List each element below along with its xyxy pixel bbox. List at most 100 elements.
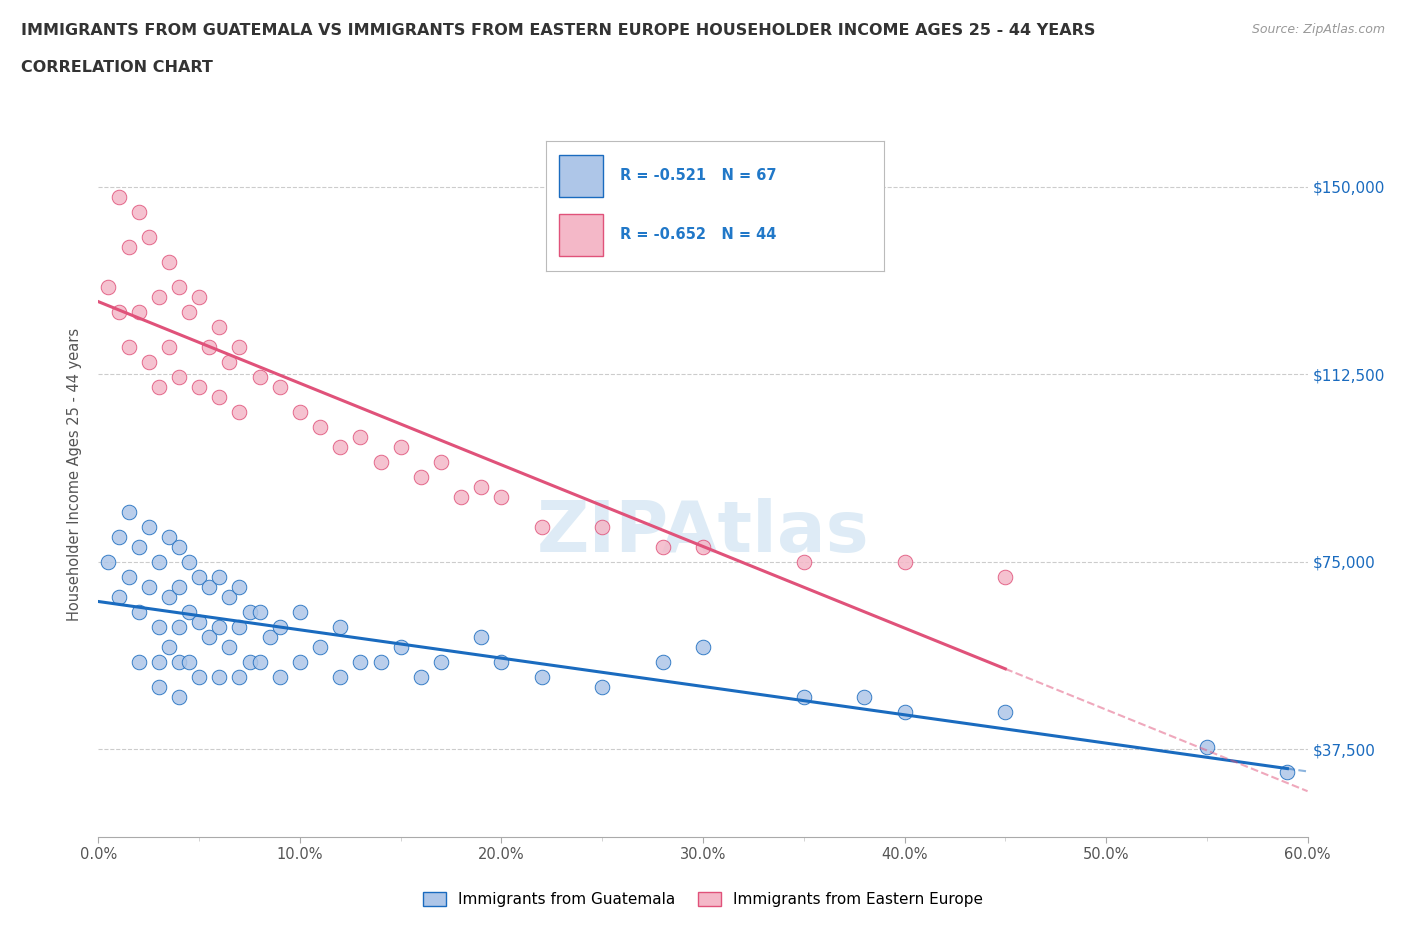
Point [157,640,180,655]
Point [430,455,453,470]
Point [994,569,1017,584]
Point [167,279,190,294]
Point [893,705,915,720]
Legend: Immigrants from Guatemala, Immigrants from Eastern Europe: Immigrants from Guatemala, Immigrants fr… [416,885,990,913]
Point [148,289,170,304]
Point [329,619,352,634]
Point [148,655,170,670]
Point [1277,764,1299,779]
Point [208,619,231,634]
Point [228,579,250,594]
Point [591,680,613,695]
Point [167,655,190,670]
Point [389,439,412,454]
Point [118,339,141,354]
Point [853,689,876,704]
Point [157,590,180,604]
Point [249,604,271,619]
Point [118,239,141,254]
Point [893,554,915,569]
Point [188,615,211,630]
Point [249,655,271,670]
Point [1195,739,1218,754]
Point [470,630,492,644]
Point [218,354,240,369]
Point [118,569,141,584]
Y-axis label: Householder Income Ages 25 - 44 years: Householder Income Ages 25 - 44 years [67,327,83,621]
Point [179,554,201,569]
Point [228,619,250,634]
Point [138,229,160,244]
Point [249,369,271,384]
Point [470,479,492,494]
Point [97,279,120,294]
Point [138,354,160,369]
Point [530,519,553,534]
Point [228,339,250,354]
Point [179,604,201,619]
Point [409,670,432,684]
Point [692,539,714,554]
Point [491,655,513,670]
Point [389,640,412,655]
Point [651,655,673,670]
Text: ZIPAtlas: ZIPAtlas [537,498,869,566]
Point [409,470,432,485]
Point [259,630,281,644]
Point [329,439,352,454]
Point [128,604,150,619]
Point [198,630,221,644]
Point [329,670,352,684]
Point [138,519,160,534]
Point [138,579,160,594]
Point [288,655,311,670]
Point [370,655,392,670]
Point [208,319,231,334]
Point [218,640,240,655]
Point [288,405,311,419]
Point [309,419,332,434]
Point [430,655,453,670]
Point [239,604,262,619]
Point [651,539,673,554]
Point [208,569,231,584]
Point [309,640,332,655]
Point [97,554,120,569]
Point [128,205,150,219]
Point [692,640,714,655]
Point [128,539,150,554]
Point [994,705,1017,720]
Point [128,304,150,319]
Point [188,289,211,304]
Point [793,689,815,704]
Point [208,670,231,684]
Point [148,379,170,394]
Point [228,405,250,419]
Text: IMMIGRANTS FROM GUATEMALA VS IMMIGRANTS FROM EASTERN EUROPE HOUSEHOLDER INCOME A: IMMIGRANTS FROM GUATEMALA VS IMMIGRANTS … [21,23,1095,38]
Point [167,369,190,384]
Point [167,619,190,634]
Point [167,689,190,704]
Point [793,554,815,569]
Point [349,430,371,445]
Point [349,655,371,670]
Point [450,489,472,504]
Point [269,619,291,634]
Point [188,379,211,394]
Point [148,554,170,569]
Point [107,590,129,604]
Point [269,670,291,684]
Point [157,339,180,354]
Point [228,670,250,684]
Point [188,569,211,584]
Point [107,304,129,319]
Point [198,339,221,354]
Point [198,579,221,594]
Point [118,504,141,519]
Point [530,670,553,684]
Point [239,655,262,670]
Point [179,304,201,319]
Point [208,390,231,405]
Point [591,519,613,534]
Point [491,489,513,504]
